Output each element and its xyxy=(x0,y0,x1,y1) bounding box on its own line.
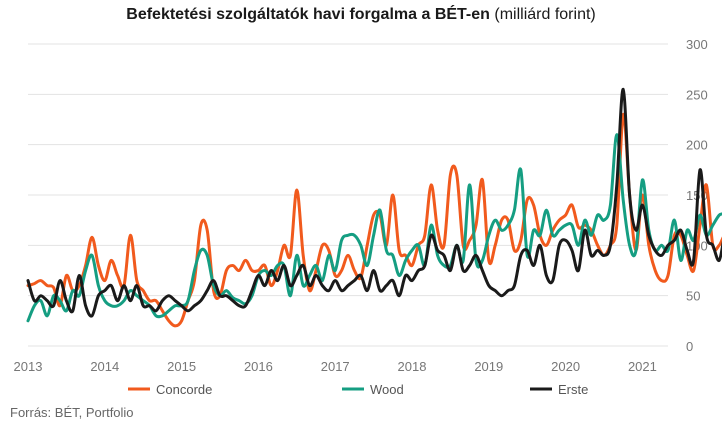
x-tick-label: 2020 xyxy=(551,359,580,374)
source-note: Forrás: BÉT, Portfolio xyxy=(10,405,134,420)
x-axis-ticks: 2013 2014 2015 2016 2017 2018 2019 2020 2021 xyxy=(14,359,657,374)
x-tick-label: 2013 xyxy=(14,359,43,374)
legend: Concorde Wood Erste xyxy=(128,382,588,397)
x-tick-label: 2015 xyxy=(167,359,196,374)
legend-label-erste: Erste xyxy=(558,382,588,397)
series-lines xyxy=(26,87,722,328)
y-tick-label: 0 xyxy=(686,339,693,354)
chart-title-main: Befektetési szolgáltatók havi forgalma a… xyxy=(126,6,490,23)
y-tick-label: 250 xyxy=(686,87,708,102)
legend-label-wood: Wood xyxy=(370,382,404,397)
x-tick-label: 2014 xyxy=(90,359,119,374)
x-tick-label: 2017 xyxy=(321,359,350,374)
y-tick-label: 300 xyxy=(686,37,708,52)
chart-title-unit: (milliárd forint) xyxy=(494,6,596,23)
y-tick-label: 50 xyxy=(686,289,700,304)
x-tick-label: 2021 xyxy=(628,359,657,374)
y-tick-label: 200 xyxy=(686,138,708,153)
series-line-erste xyxy=(26,87,722,318)
legend-label-concorde: Concorde xyxy=(156,382,212,397)
chart-title: Befektetési szolgáltatók havi forgalma a… xyxy=(0,6,722,24)
x-tick-label: 2019 xyxy=(474,359,503,374)
x-tick-label: 2018 xyxy=(398,359,427,374)
x-tick-label: 2016 xyxy=(244,359,273,374)
